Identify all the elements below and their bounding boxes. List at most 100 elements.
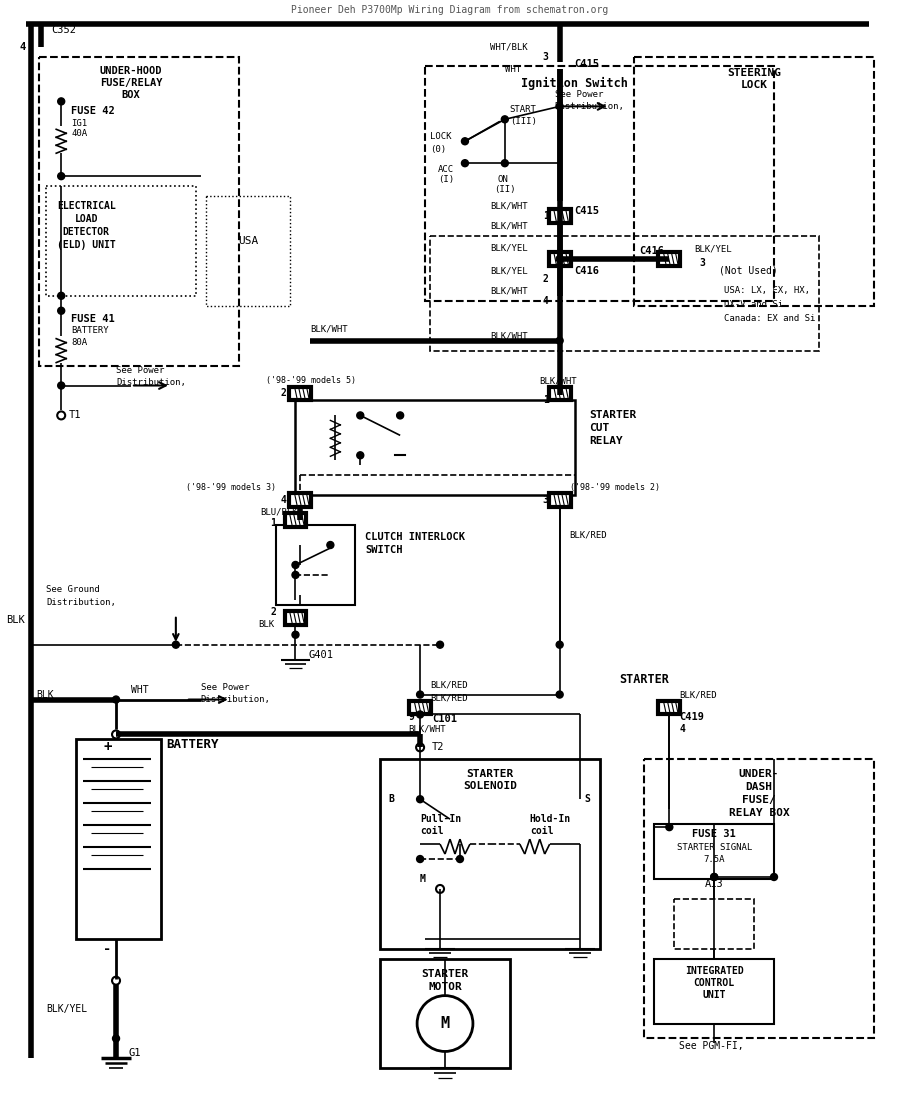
Text: LOCK: LOCK [430, 132, 452, 141]
Text: RELAY BOX: RELAY BOX [729, 808, 789, 818]
Text: 4: 4 [543, 296, 549, 306]
Bar [549, 252, 571, 266]
Bar [634, 56, 874, 306]
Text: 2: 2 [281, 388, 286, 398]
Text: MOTOR: MOTOR [428, 981, 462, 991]
Bar [430, 236, 819, 351]
Text: (ELD) UNIT: (ELD) UNIT [57, 240, 115, 250]
Circle shape [417, 795, 424, 803]
Circle shape [416, 744, 424, 751]
Text: ELECTRICAL: ELECTRICAL [57, 201, 115, 211]
Text: ('98-'99 models 3): ('98-'99 models 3) [185, 483, 275, 492]
Circle shape [292, 571, 299, 579]
Bar [549, 386, 571, 400]
Text: BATTERY: BATTERY [71, 327, 109, 336]
Text: DX-V and Si: DX-V and Si [724, 300, 783, 309]
Bar [284, 610, 306, 625]
Text: WHT/BLK: WHT/BLK [490, 42, 527, 51]
Circle shape [436, 641, 444, 648]
Text: BLK/YEL: BLK/YEL [490, 266, 527, 275]
Circle shape [58, 293, 65, 299]
Text: INTEGRATED: INTEGRATED [685, 966, 743, 976]
Circle shape [456, 856, 464, 862]
Circle shape [356, 411, 364, 419]
Text: BLK/RED: BLK/RED [430, 680, 468, 689]
Circle shape [417, 711, 424, 718]
Text: WHT: WHT [505, 65, 521, 74]
Text: BLK/RED: BLK/RED [430, 693, 468, 702]
Bar [674, 899, 754, 949]
Text: BLK/YEL: BLK/YEL [46, 1003, 87, 1013]
Text: 4: 4 [19, 42, 25, 52]
Circle shape [462, 138, 468, 145]
Bar [275, 525, 356, 605]
Text: 2: 2 [271, 607, 276, 617]
Text: (0): (0) [430, 145, 446, 154]
Bar [40, 56, 239, 365]
Text: CONTROL: CONTROL [694, 978, 734, 988]
Text: +: + [104, 740, 112, 755]
Circle shape [501, 116, 508, 123]
Text: UNDER-: UNDER- [739, 769, 779, 779]
Text: STARTER: STARTER [466, 769, 514, 779]
Text: CLUTCH INTERLOCK: CLUTCH INTERLOCK [365, 532, 465, 542]
Text: STARTER: STARTER [619, 673, 670, 686]
Text: C415: C415 [574, 58, 599, 68]
Text: FUSE 42: FUSE 42 [71, 107, 115, 117]
Text: STEERING: STEERING [727, 68, 781, 78]
Text: BLK: BLK [258, 620, 274, 629]
Bar [410, 701, 431, 715]
Text: USA: USA [238, 236, 258, 246]
Circle shape [770, 873, 778, 880]
Circle shape [356, 452, 364, 459]
Text: See Ground: See Ground [46, 585, 100, 594]
Circle shape [501, 160, 508, 167]
Circle shape [462, 160, 468, 167]
Text: BLK/WHT: BLK/WHT [490, 286, 527, 295]
Text: ('98-'99 models 5): ('98-'99 models 5) [266, 376, 356, 385]
Text: START: START [509, 104, 536, 114]
Text: WHT: WHT [131, 684, 149, 694]
Bar [46, 186, 196, 296]
Circle shape [711, 873, 717, 880]
Text: C416: C416 [639, 246, 664, 256]
Text: Hold-In: Hold-In [530, 814, 571, 824]
Text: coil: coil [420, 826, 444, 836]
Text: BLK/RED: BLK/RED [570, 530, 608, 539]
Circle shape [292, 561, 299, 569]
Text: FUSE/RELAY: FUSE/RELAY [100, 78, 162, 88]
Text: Distribution,: Distribution, [46, 598, 116, 607]
Circle shape [556, 691, 563, 698]
Text: BLK/RED: BLK/RED [680, 690, 717, 700]
Circle shape [112, 977, 120, 985]
Text: M: M [420, 874, 426, 884]
Text: BATTERY: BATTERY [166, 738, 219, 751]
Text: BLK/YEL: BLK/YEL [694, 244, 732, 253]
Bar [549, 493, 571, 507]
Text: (II): (II) [494, 185, 516, 194]
Bar [659, 252, 680, 266]
Text: BLK/WHT: BLK/WHT [490, 331, 527, 340]
Text: ('98-'99 models 2): ('98-'99 models 2) [570, 483, 660, 492]
Text: See Power: See Power [554, 90, 603, 99]
Text: ON: ON [498, 175, 508, 184]
Bar [290, 386, 311, 400]
Text: STARTER: STARTER [590, 410, 637, 420]
Circle shape [666, 824, 673, 830]
Text: 7.5A: 7.5A [704, 855, 725, 864]
Circle shape [327, 541, 334, 549]
Text: 9: 9 [408, 713, 414, 723]
Bar [549, 209, 571, 223]
Circle shape [58, 411, 65, 419]
Text: 40A: 40A [71, 129, 87, 138]
Text: 4: 4 [281, 495, 286, 505]
Text: C415: C415 [574, 206, 599, 216]
Text: Ignition Switch: Ignition Switch [521, 77, 628, 90]
Bar [659, 701, 680, 715]
Text: BLK/WHT: BLK/WHT [408, 725, 446, 734]
Text: BLK/YEL: BLK/YEL [490, 243, 527, 252]
Text: LOAD: LOAD [75, 214, 98, 224]
Circle shape [58, 382, 65, 389]
Text: Pull-In: Pull-In [420, 814, 461, 824]
Text: Canada: EX and Si: Canada: EX and Si [724, 315, 815, 323]
